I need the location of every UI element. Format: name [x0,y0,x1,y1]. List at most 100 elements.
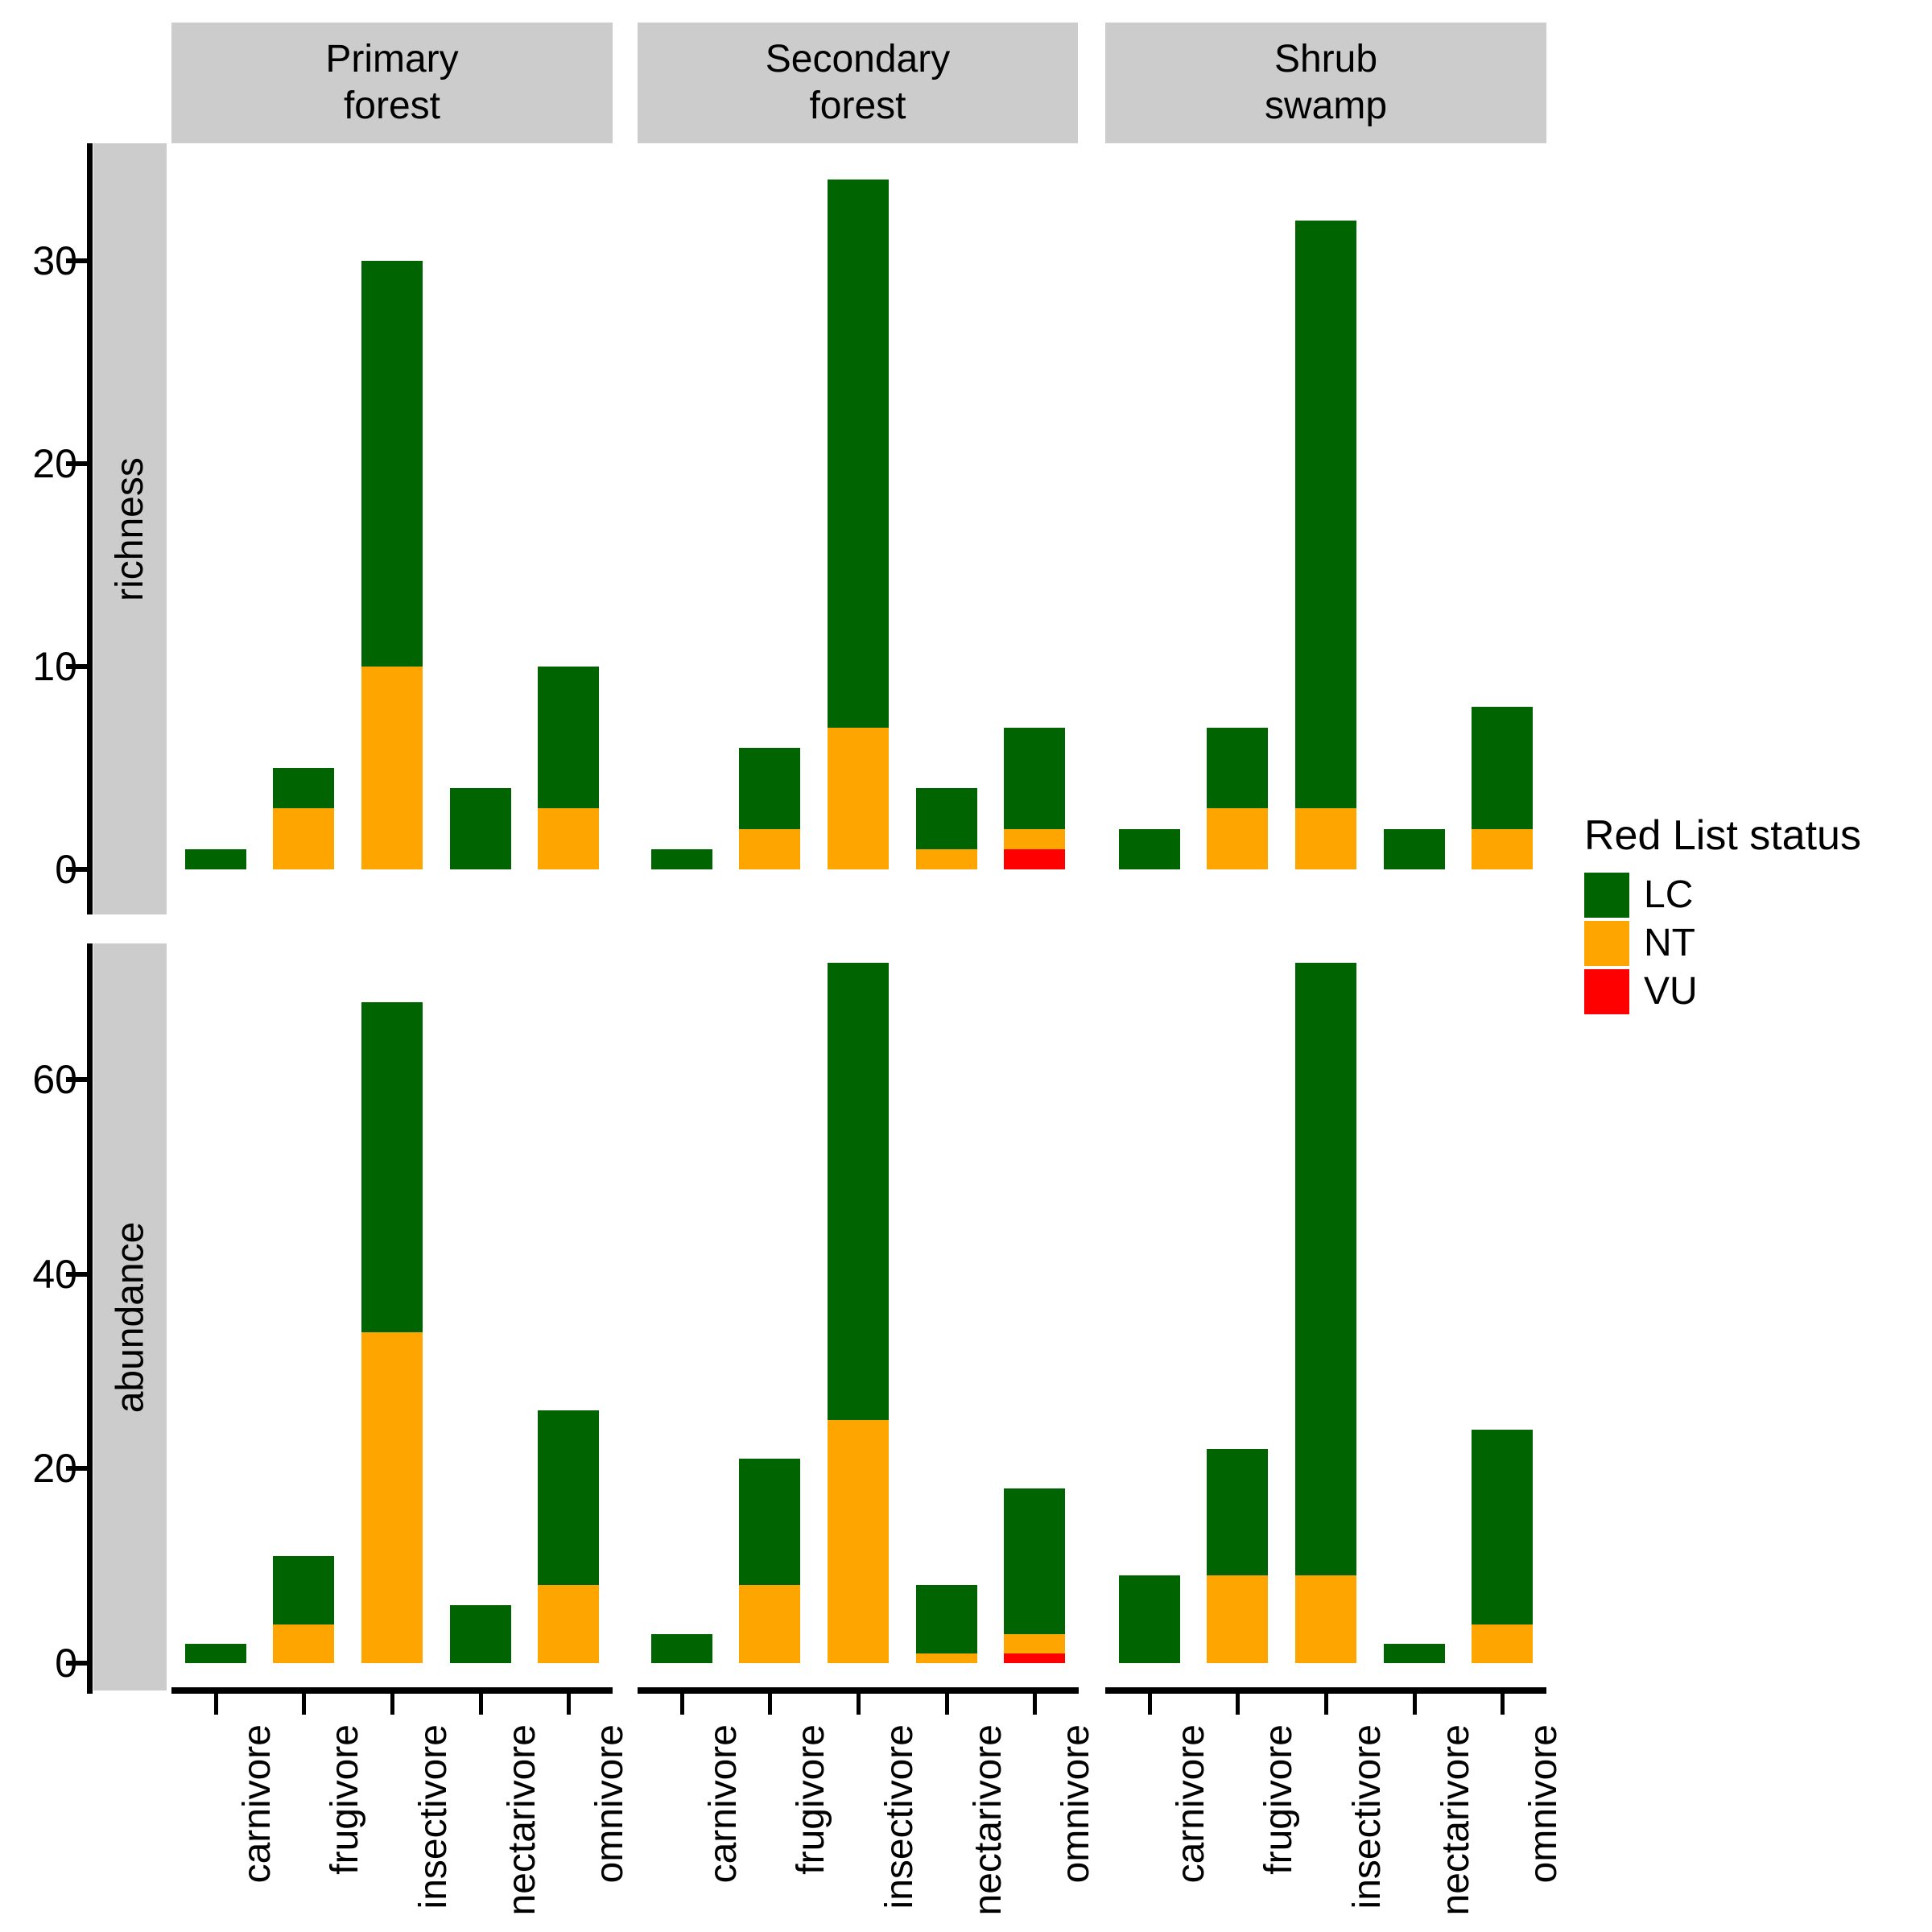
bar-segment-nt [273,1624,335,1663]
x-axis-tick [1147,1694,1152,1715]
bar-segment-nt [828,727,889,869]
facet-strip-label-line: Primary [325,38,459,80]
y-axis-tick-label: 10 [32,644,77,689]
x-axis-line [1105,1687,1546,1694]
bar-segment-nt [915,1653,977,1663]
x-axis-tick-label: insectivore [1346,1724,1389,1909]
legend-swatch-lc [1584,873,1629,918]
bar-segment-lc [1207,1449,1269,1576]
legend: Red List status LC NT VU [1584,811,1861,1018]
x-axis-tick [1236,1694,1241,1715]
y-axis-tick-label: 0 [55,847,77,892]
legend-entry-vu: VU [1584,969,1861,1014]
bar-abundance-1-frugivore [739,1459,801,1663]
bar-richness-1-omnivore [1004,727,1066,869]
bar-segment-nt [538,808,600,869]
bar-segment-lc [650,848,712,869]
bar-segment-lc [1383,1643,1445,1663]
bar-segment-lc [1118,1575,1180,1663]
bar-segment-lc [1295,220,1356,809]
bar-segment-lc [184,848,246,869]
x-axis-line [638,1687,1079,1694]
x-axis-tick-label: omnivore [588,1724,632,1884]
bar-segment-lc [273,1556,335,1624]
bar-richness-1-insectivore [828,180,889,869]
bar-richness-2-nectarivore [1383,828,1445,869]
facet-strip-primary-forest: Primary forest [171,23,613,143]
bar-segment-lc [1383,828,1445,869]
bar-segment-lc [1004,727,1066,829]
x-axis-tick-label: omnivore [1055,1724,1098,1884]
bar-abundance-1-omnivore [1004,1488,1066,1663]
bar-segment-lc [915,1585,977,1653]
bar-segment-nt [1207,1575,1269,1663]
bar-segment-nt [739,828,801,869]
x-axis-tick [1324,1694,1328,1715]
bar-segment-vu [1004,848,1066,869]
x-axis-tick-label: carnivore [1169,1724,1212,1884]
bar-richness-1-frugivore [739,747,801,869]
x-axis-tick-label: frugivore [1257,1724,1301,1875]
x-axis-tick [1033,1694,1038,1715]
bar-abundance-0-omnivore [538,1410,600,1663]
facet-strip-richness: richness [93,143,167,914]
legend-label: LC [1644,873,1694,916]
bar-segment-lc [361,1001,423,1333]
x-axis-tick [857,1694,861,1715]
x-axis-tick-label: carnivore [701,1724,745,1884]
bar-segment-lc [1472,1430,1534,1624]
x-axis-tick [679,1694,684,1715]
y-axis-tick-label: 60 [32,1057,77,1103]
y-axis-tick [66,461,87,466]
y-axis-tick-label: 40 [32,1251,77,1297]
legend-swatch-nt [1584,921,1629,966]
bar-segment-nt [1295,808,1356,869]
y-axis-tick [66,1466,87,1472]
bar-segment-nt [538,1585,600,1663]
bar-segment-nt [1207,808,1269,869]
x-axis-tick [567,1694,572,1715]
x-axis-tick-label: frugivore [790,1724,833,1875]
x-axis-tick [944,1694,949,1715]
x-axis-tick [302,1694,307,1715]
y-axis-tick-label: 20 [32,441,77,486]
bar-segment-lc [739,747,801,829]
facet-strip-secondary-forest: Secondary forest [638,23,1078,143]
bar-richness-2-insectivore [1295,220,1356,869]
bar-richness-2-carnivore [1118,828,1180,869]
bar-segment-lc [828,963,889,1420]
x-axis-tick [213,1694,218,1715]
bar-segment-lc [361,261,423,667]
bar-abundance-2-carnivore [1118,1575,1180,1663]
y-axis-tick [66,867,87,872]
bar-abundance-2-nectarivore [1383,1643,1445,1663]
y-axis-tick-label: 20 [32,1446,77,1492]
y-axis-tick [66,664,87,669]
bar-richness-0-nectarivore [449,788,511,869]
facet-strip-label-line: forest [809,85,906,127]
bar-segment-lc [1472,707,1534,829]
x-axis-line [171,1687,613,1694]
bar-segment-lc [184,1643,246,1663]
y-axis-tick [66,1661,87,1666]
bar-segment-nt [361,667,423,869]
bar-segment-nt [739,1585,801,1663]
legend-title: Red List status [1584,812,1861,859]
bar-segment-nt [828,1419,889,1663]
bar-abundance-1-insectivore [828,963,889,1663]
facet-strip-shrub-swamp: Shrub swamp [1105,23,1546,143]
bar-abundance-2-insectivore [1295,963,1356,1663]
facet-strip-label: abundance [109,1221,151,1413]
bar-abundance-0-insectivore [361,1001,423,1663]
x-axis-tick-label: insectivore [878,1724,921,1909]
bar-segment-nt [1295,1575,1356,1663]
bar-richness-2-omnivore [1472,707,1534,869]
bar-segment-nt [1004,828,1066,849]
bar-richness-1-carnivore [650,848,712,869]
y-axis-tick [66,1271,87,1277]
x-axis-tick-label: omnivore [1522,1724,1566,1884]
bar-segment-lc [538,1410,600,1586]
x-axis-tick [1501,1694,1505,1715]
x-axis-tick [478,1694,483,1715]
bar-segment-nt [915,848,977,869]
